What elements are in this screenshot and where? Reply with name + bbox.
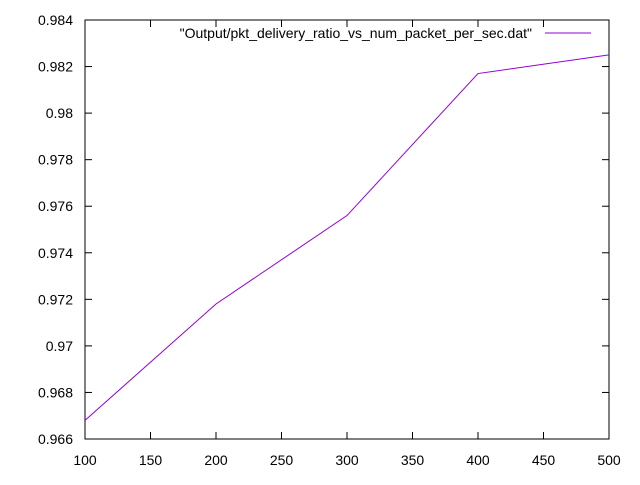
x-tick-label: 450: [532, 452, 556, 468]
legend-label: "Output/pkt_delivery_ratio_vs_num_packet…: [180, 25, 532, 41]
x-tick-label: 350: [401, 452, 425, 468]
y-tick-label: 0.972: [38, 291, 73, 307]
x-tick-label: 500: [597, 452, 621, 468]
y-tick-label: 0.984: [38, 12, 73, 28]
x-tick-label: 250: [270, 452, 294, 468]
y-tick-label: 0.97: [46, 338, 73, 354]
x-tick-label: 100: [73, 452, 97, 468]
x-tick-label: 150: [139, 452, 163, 468]
y-tick-label: 0.982: [38, 59, 73, 75]
y-tick-label: 0.966: [38, 431, 73, 447]
legend: "Output/pkt_delivery_ratio_vs_num_packet…: [180, 25, 591, 41]
series-layer: [85, 55, 609, 420]
x-tick-label: 400: [466, 452, 490, 468]
y-tick-label: 0.974: [38, 245, 73, 261]
series-line: [85, 55, 609, 420]
y-tick-label: 0.976: [38, 198, 73, 214]
y-tick-label: 0.98: [46, 105, 73, 121]
x-tick-label: 200: [204, 452, 228, 468]
y-tick-label: 0.978: [38, 152, 73, 168]
x-tick-label: 300: [335, 452, 359, 468]
y-axis-ticks: 0.966 0.968 0.97 0.972 0.974 0.976 0.978 0.98 0.…: [38, 12, 609, 447]
plot-frame: [85, 20, 609, 439]
x-axis-ticks: 100 150 200 250 300 350 400 450 500: [73, 20, 621, 468]
y-tick-label: 0.968: [38, 384, 73, 400]
